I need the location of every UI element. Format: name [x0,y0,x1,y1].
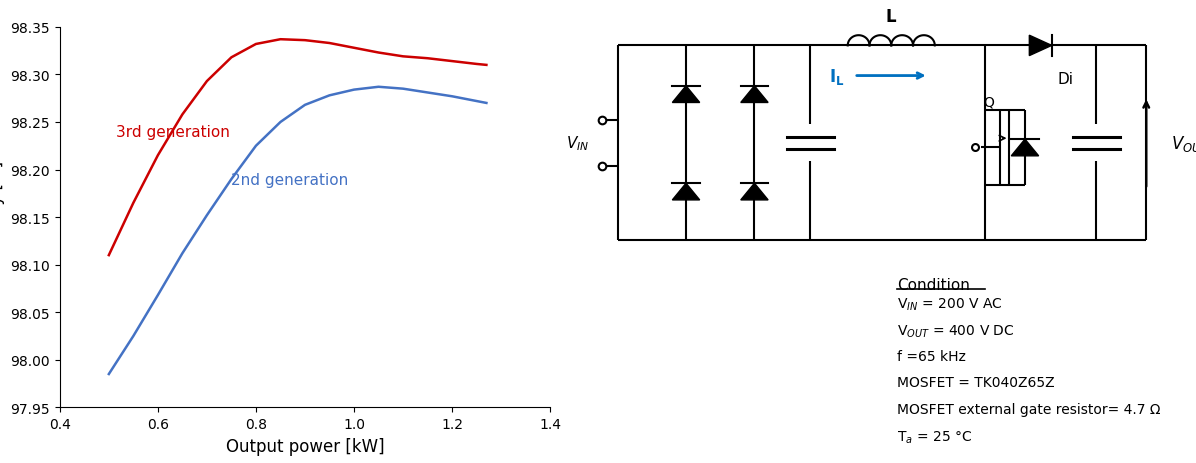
Polygon shape [672,87,700,103]
Text: 3rd generation: 3rd generation [116,125,230,140]
Text: Q: Q [983,95,994,109]
Text: V$_{OUT}$ = 400 V DC: V$_{OUT}$ = 400 V DC [897,323,1015,339]
Text: V$_{IN}$ = 200 V AC: V$_{IN}$ = 200 V AC [897,296,1003,313]
Text: Condition: Condition [897,278,970,293]
Polygon shape [672,184,700,200]
Text: $V_{IN}$: $V_{IN}$ [566,134,588,153]
Text: L: L [886,7,897,25]
Text: 2nd generation: 2nd generation [232,172,349,188]
Text: MOSFET = TK040Z65Z: MOSFET = TK040Z65Z [897,375,1055,389]
Text: $V_{OUT}$: $V_{OUT}$ [1171,133,1196,154]
Text: T$_a$ = 25 °C: T$_a$ = 25 °C [897,428,972,444]
Polygon shape [740,184,768,200]
Text: $\mathbf{I_L}$: $\mathbf{I_L}$ [829,66,844,87]
X-axis label: Output power [kW]: Output power [kW] [226,437,384,455]
Polygon shape [740,87,768,103]
Text: MOSFET external gate resistor= 4.7 Ω: MOSFET external gate resistor= 4.7 Ω [897,402,1161,416]
Text: f =65 kHz: f =65 kHz [897,349,966,363]
Y-axis label: Efficiency [%]: Efficiency [%] [0,161,5,275]
Text: Di: Di [1057,72,1073,87]
Polygon shape [1012,140,1038,156]
Polygon shape [1030,36,1051,56]
